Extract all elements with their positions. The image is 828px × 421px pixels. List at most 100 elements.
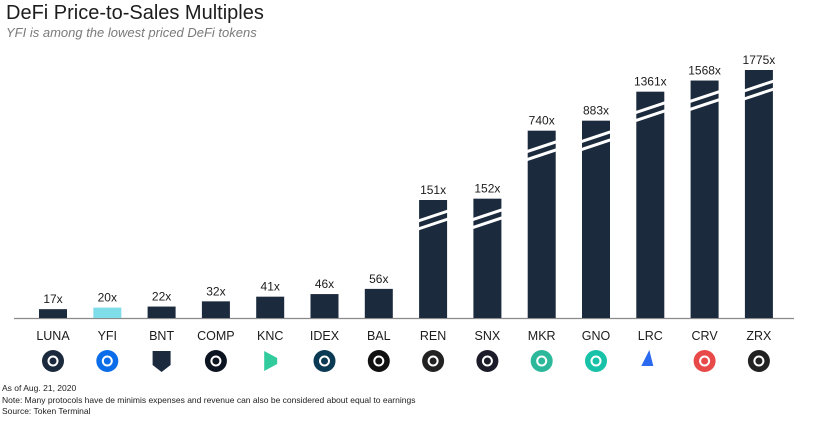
token-glyph — [101, 355, 113, 367]
axis-break-stripe — [580, 130, 612, 144]
snx-icon — [476, 350, 499, 372]
bar-crv — [690, 80, 719, 319]
bar-yfi — [93, 307, 122, 318]
lrc-icon — [641, 350, 654, 366]
token-circle — [585, 350, 607, 372]
idex-icon — [313, 350, 336, 372]
data-label-snx: 152x — [474, 182, 500, 196]
bar-idex — [310, 294, 339, 318]
token-circle — [96, 350, 119, 372]
axis-break-stripe — [417, 209, 449, 223]
tick-label-crv: CRV — [692, 329, 719, 343]
data-label-crv: 1568x — [688, 64, 721, 78]
zrx-icon — [747, 350, 770, 372]
tick-label-lrc: LRC — [638, 329, 663, 343]
axis-break-stripe — [471, 216, 503, 230]
data-label-idex: 46x — [315, 277, 334, 291]
knc-icon — [264, 351, 278, 371]
luna-icon — [42, 350, 64, 372]
token-glyph — [427, 355, 439, 367]
chart-subtitle: YFI is among the lowest priced DeFi toke… — [6, 25, 257, 40]
bar-zrx — [744, 70, 773, 318]
token-circle — [747, 350, 770, 372]
axis-break-stripe — [580, 138, 612, 152]
as-of-date: As of Aug. 21, 2020 — [2, 383, 77, 393]
token-circle — [422, 350, 445, 372]
tick-label-ren: REN — [420, 329, 446, 343]
token-glyph — [699, 355, 711, 367]
data-label-luna: 17x — [43, 292, 62, 306]
lrc-shape — [641, 350, 654, 366]
data-label-yfi: 20x — [98, 291, 117, 305]
chart-title: DeFi Price-to-Sales Multiples — [6, 2, 264, 24]
bnt-shape — [152, 351, 171, 372]
comp-icon — [204, 350, 227, 372]
footnotes: As of Aug. 21, 2020 Note: Many protocols… — [2, 383, 415, 418]
tick-label-yfi: YFI — [98, 329, 117, 343]
token-circle — [204, 350, 227, 372]
axis-break-stripe — [471, 208, 503, 222]
axis-break-stripe — [526, 140, 558, 154]
data-label-zrx: 1775x — [743, 53, 776, 67]
bar-bnt — [147, 306, 176, 318]
data-label-gno: 883x — [583, 104, 609, 118]
token-glyph — [210, 355, 222, 367]
axis-break-stripe — [689, 98, 721, 111]
token-glyph — [47, 355, 59, 367]
bar-gno — [582, 120, 610, 318]
tick-label-mkr: MKR — [528, 329, 556, 343]
token-glyph — [753, 355, 765, 367]
token-glyph — [319, 355, 330, 367]
ren-icon — [422, 350, 445, 372]
crv-icon — [693, 350, 716, 372]
data-label-comp: 32x — [206, 284, 225, 298]
mkr-icon — [530, 350, 553, 372]
token-circle — [693, 350, 716, 372]
tick-label-luna: LUNA — [36, 329, 70, 343]
footnote-source: Source: Token Terminal — [2, 406, 91, 416]
data-label-lrc: 1361x — [634, 75, 667, 89]
knc-shape — [264, 351, 278, 371]
token-glyph — [373, 355, 385, 367]
axis-break-stripe — [526, 148, 558, 162]
tick-label-idex: IDEX — [310, 329, 340, 343]
axis-break-stripe — [634, 109, 666, 123]
token-glyph — [481, 355, 493, 367]
data-label-ren: 151x — [420, 183, 446, 197]
bal-icon — [367, 350, 390, 372]
bar-bal — [364, 288, 393, 318]
tick-label-comp: COMP — [197, 329, 235, 343]
token-glyph — [590, 355, 602, 367]
token-circle — [530, 350, 553, 372]
axis-break-stripe — [634, 101, 666, 115]
yfi-icon — [96, 350, 119, 372]
tick-label-zrx: ZRX — [746, 329, 772, 343]
token-circle — [42, 350, 64, 372]
axis-break-stripe — [689, 90, 721, 103]
tick-label-snx: SNX — [475, 329, 501, 343]
bar-mkr — [527, 130, 556, 318]
data-label-knc: 41x — [261, 280, 280, 294]
gno-icon — [585, 350, 607, 372]
bar-luna — [39, 309, 67, 318]
tick-label-bnt: BNT — [149, 329, 174, 343]
token-circle — [476, 350, 499, 372]
axis-break-stripe — [743, 87, 775, 101]
tick-label-bal: BAL — [367, 329, 391, 343]
axis-break-stripe — [743, 79, 775, 93]
axis-break-stripe — [417, 217, 449, 231]
data-label-bnt: 22x — [152, 290, 171, 304]
data-label-bal: 56x — [369, 272, 388, 286]
bnt-icon — [152, 351, 171, 372]
token-glyph — [536, 355, 548, 367]
bar-lrc — [636, 91, 665, 319]
tick-label-knc: KNC — [257, 329, 283, 343]
footnote-note: Note: Many protocols have de minimis exp… — [2, 394, 416, 405]
bar-knc — [256, 296, 285, 318]
token-circle — [367, 350, 390, 372]
data-label-mkr: 740x — [529, 114, 555, 128]
token-circle — [313, 350, 336, 372]
bar-comp — [201, 301, 230, 318]
tick-label-gno: GNO — [582, 329, 611, 343]
